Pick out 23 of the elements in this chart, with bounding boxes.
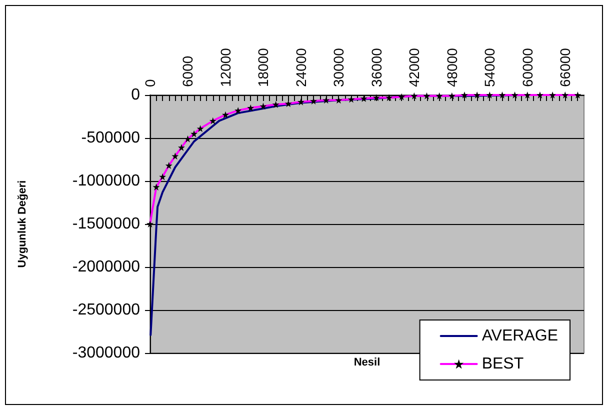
y-tick-label: 0 (131, 86, 140, 104)
x-tick-label: 6000 (180, 56, 196, 87)
y-tick-label: -500000 (81, 130, 140, 146)
x-tick-label: 48000 (444, 48, 460, 87)
y-tick-label: -1500000 (72, 216, 140, 232)
x-tick-label: 60000 (519, 48, 536, 87)
y-tick-label: -3000000 (72, 344, 140, 362)
x-tick-label: 0 (142, 79, 158, 87)
y-tick-label: -1000000 (72, 172, 140, 190)
legend-label: BEST (482, 356, 524, 372)
legend-label: AVERAGE (482, 328, 558, 344)
y-tick-label: -2000000 (72, 258, 140, 276)
y-axis-title: Uygunluk Değeri (16, 180, 28, 268)
x-tick-label: 12000 (217, 48, 234, 87)
x-tick-label: 30000 (330, 48, 347, 87)
x-tick-label: 18000 (255, 48, 272, 87)
x-tick-label: 66000 (557, 48, 574, 87)
x-tick-label: 54000 (482, 48, 498, 87)
x-axis-title: Nesil (354, 356, 380, 368)
x-tick-label: 36000 (368, 48, 384, 87)
y-tick-label: -2500000 (72, 302, 140, 318)
x-tick-label: 24000 (292, 48, 309, 87)
x-tick-label: 42000 (406, 48, 422, 87)
